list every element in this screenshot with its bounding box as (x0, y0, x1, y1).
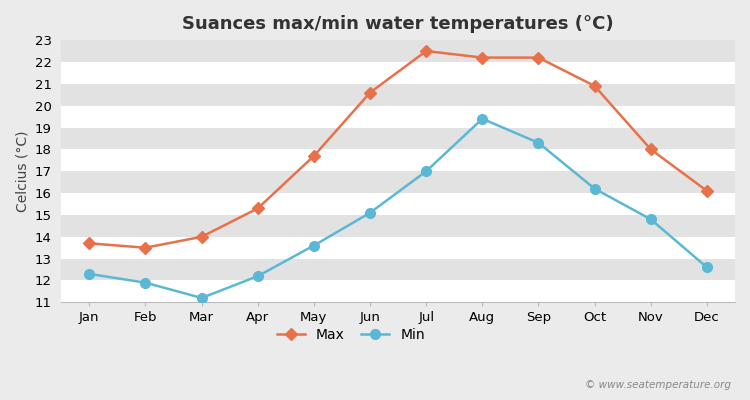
Line: Min: Min (85, 114, 712, 303)
Bar (62, 128, 735, 149)
Text: © www.seatemperature.org: © www.seatemperature.org (585, 380, 731, 390)
Line: Max: Max (86, 47, 711, 252)
Min (85, 272, 94, 276)
Bar (62, 62, 735, 84)
Bar (62, 149, 735, 171)
Max (703, 188, 712, 193)
Min (478, 116, 487, 121)
Max (254, 206, 262, 211)
Max (141, 245, 150, 250)
Max (590, 84, 599, 88)
Title: Suances max/min water temperatures (°C): Suances max/min water temperatures (°C) (182, 15, 614, 33)
Min (534, 140, 543, 145)
Bar (62, 237, 735, 259)
Max (365, 90, 374, 95)
Max (197, 234, 206, 239)
Min (590, 186, 599, 191)
Min (646, 217, 656, 222)
Bar (62, 84, 735, 106)
Bar (62, 215, 735, 237)
Bar (62, 280, 735, 302)
Bar (62, 106, 735, 128)
Min (703, 265, 712, 270)
Bar (62, 259, 735, 280)
Max (310, 154, 319, 158)
Min (197, 296, 206, 300)
Min (141, 280, 150, 285)
Max (422, 49, 430, 54)
Min (365, 210, 374, 215)
Max (478, 55, 487, 60)
Max (646, 147, 656, 152)
Min (422, 169, 430, 174)
Min (310, 243, 319, 248)
Bar (62, 40, 735, 62)
Legend: Max, Min: Max, Min (272, 323, 430, 348)
Max (85, 241, 94, 246)
Min (254, 274, 262, 278)
Bar (62, 171, 735, 193)
Bar (62, 193, 735, 215)
Max (534, 55, 543, 60)
Y-axis label: Celcius (°C): Celcius (°C) (15, 130, 29, 212)
